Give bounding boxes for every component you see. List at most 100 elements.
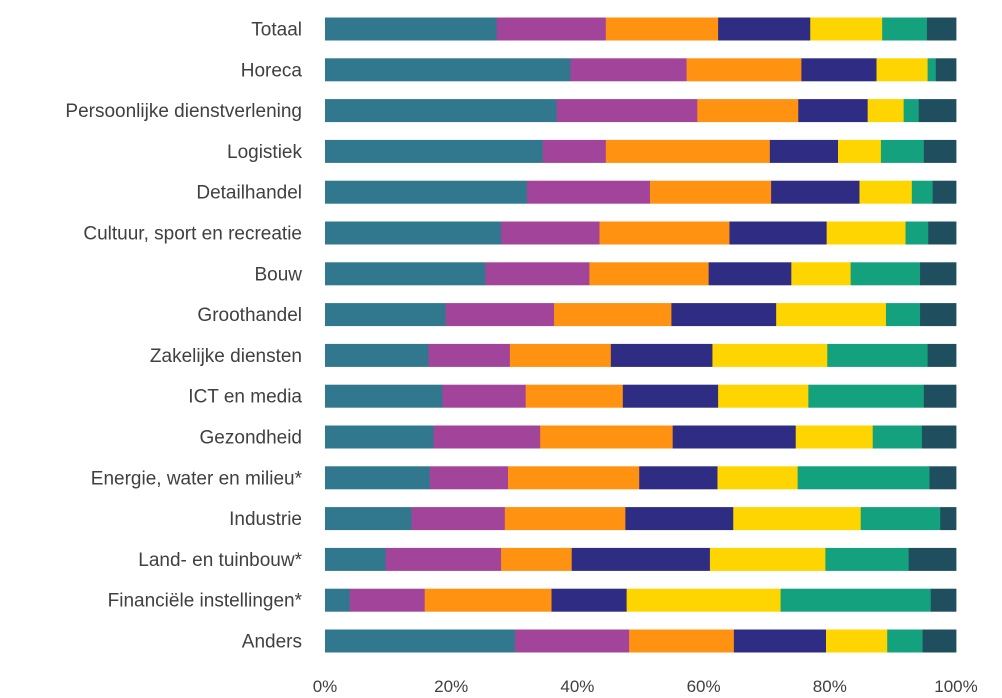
category-label: Gezondheid: [200, 428, 302, 449]
bar-segment: [325, 262, 486, 286]
category-labels: Totaal Horeca Persoonlijke dienstverlening…: [65, 20, 302, 653]
bar-segment: [433, 425, 541, 449]
category-label: Financiële instellingen*: [108, 591, 303, 612]
bar-segment: [509, 343, 612, 367]
bar-segment: [325, 547, 386, 571]
bar-segment: [571, 547, 711, 571]
bar-segment: [325, 629, 516, 653]
bar-segment: [769, 139, 839, 163]
bar-segment: [717, 466, 799, 490]
bar-segment: [922, 629, 957, 653]
bar-segment: [554, 303, 672, 327]
bar-segment: [918, 99, 957, 123]
bar-segment: [729, 221, 828, 245]
bar-segment: [826, 221, 906, 245]
bar-segment: [880, 139, 925, 163]
category-label: Groothandel: [197, 305, 302, 326]
bar-segment: [850, 262, 921, 286]
bar-segment: [551, 588, 628, 612]
bar-segment: [626, 588, 781, 612]
bar-segment: [801, 58, 877, 82]
bar-segment: [708, 262, 792, 286]
bar-segment: [928, 221, 957, 245]
bar-segment: [325, 221, 502, 245]
x-tick-label: 100%: [934, 677, 977, 696]
bar-segment: [605, 17, 719, 41]
bar-segment: [860, 507, 941, 531]
bar-segment: [867, 99, 905, 123]
category-label: Totaal: [251, 20, 302, 41]
bar-segment: [686, 58, 802, 82]
bar-segment: [887, 629, 923, 653]
bar-segment: [629, 629, 735, 653]
bar-segment: [825, 547, 910, 571]
bar-segment: [827, 343, 929, 367]
bar-segment: [507, 466, 640, 490]
bar-segment: [349, 588, 426, 612]
bar-segment: [776, 303, 887, 327]
bar-segment: [610, 343, 713, 367]
x-tick-label: 20%: [434, 677, 468, 696]
bar-segment: [485, 262, 590, 286]
bar-segment: [424, 588, 552, 612]
bar-segment: [926, 17, 957, 41]
bar-segment: [325, 466, 431, 490]
bar-segment: [920, 303, 957, 327]
category-label: Detailhandel: [196, 183, 302, 204]
bar-segment: [795, 425, 874, 449]
bar-segment: [525, 384, 624, 408]
bar-segment: [325, 99, 557, 123]
bar-segment: [411, 507, 506, 531]
bar-segment: [808, 384, 925, 408]
bar-segment: [797, 466, 930, 490]
x-tick-label: 0%: [313, 677, 338, 696]
x-tick-label: 60%: [687, 677, 721, 696]
bar-segment: [826, 629, 888, 653]
bar-segment: [325, 17, 498, 41]
bar-segment: [605, 139, 771, 163]
bar-segment: [325, 507, 412, 531]
bar-segment: [504, 507, 626, 531]
bar-segment: [542, 139, 607, 163]
bar-segment: [733, 629, 827, 653]
bar-segment: [791, 262, 852, 286]
bar-segment: [589, 262, 710, 286]
bar-segment: [718, 384, 809, 408]
bar-segment: [935, 58, 957, 82]
bar-segment: [927, 343, 957, 367]
bar-segment: [625, 507, 734, 531]
bar-segment: [838, 139, 882, 163]
bar-segment: [923, 139, 957, 163]
category-label: Logistiek: [227, 142, 302, 163]
bar-segment: [501, 547, 573, 571]
bar-segment: [932, 180, 957, 204]
bar-segment: [325, 588, 351, 612]
bar-segment: [428, 343, 511, 367]
category-label: ICT en media: [188, 387, 302, 408]
bar-segment: [882, 17, 928, 41]
x-tick-label: 40%: [560, 677, 594, 696]
bar-segment: [908, 547, 957, 571]
bar-segment: [905, 221, 929, 245]
bar-segment: [872, 425, 923, 449]
bar-segment: [921, 425, 957, 449]
bar-segment: [671, 303, 777, 327]
bar-segment: [733, 507, 862, 531]
bar-segment: [385, 547, 502, 571]
category-label: Horeca: [241, 60, 303, 81]
bar-segment: [325, 384, 443, 408]
bar-segment: [501, 221, 600, 245]
x-axis: 0% 20% 40% 60% 80% 100%: [313, 677, 978, 696]
bar-segment: [810, 17, 883, 41]
bar-segment: [496, 17, 607, 41]
bar-segment: [526, 180, 651, 204]
bar-segment: [514, 629, 630, 653]
bar-segment: [442, 384, 527, 408]
bar-segment: [599, 221, 730, 245]
category-label: Persoonlijke dienstverlening: [65, 101, 302, 122]
bar-segment: [325, 139, 544, 163]
bar-segment: [718, 17, 811, 41]
category-label: Industrie: [229, 509, 302, 530]
bar-segment: [325, 425, 434, 449]
